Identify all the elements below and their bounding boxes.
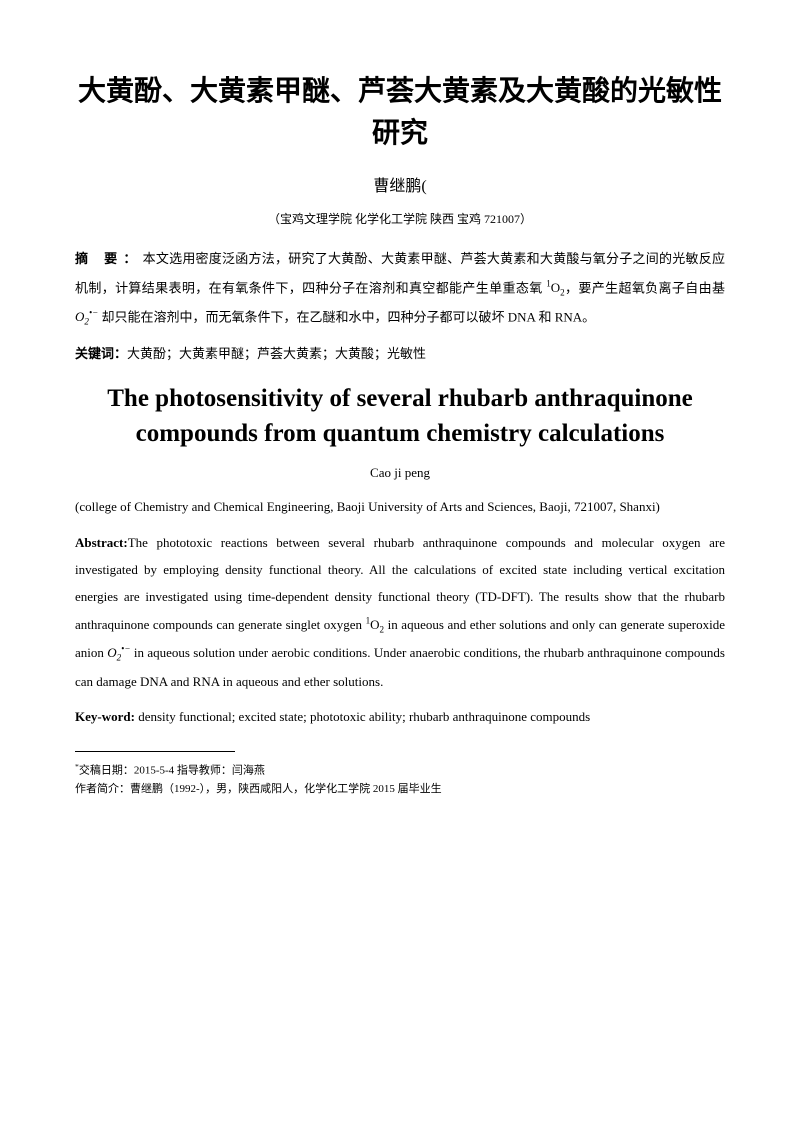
author-english: Cao ji peng: [75, 465, 725, 481]
affiliation-chinese: （宝鸡文理学院 化学化工学院 陕西 宝鸡 721007）: [75, 210, 725, 227]
title-chinese: 大黄酚、大黄素甲醚、芦荟大黄素及大黄酸的光敏性研究: [75, 70, 725, 154]
abstract-text-en-3: in aqueous solution under aerobic condit…: [75, 645, 725, 689]
keywords-chinese: 关键词：大黄酚；大黄素甲醚；芦荟大黄素；大黄酸；光敏性: [75, 341, 725, 367]
footnote-text-1: 交稿日期：2015-5-4 指导教师：闫海燕: [79, 764, 265, 776]
singlet-oxygen-cn: 1O2: [546, 280, 564, 295]
keywords-label-cn: 关键词：: [75, 346, 127, 361]
superoxide-en: O2•−: [107, 645, 130, 660]
keywords-text-en: density functional; excited state; photo…: [135, 709, 590, 724]
keywords-english: Key-word: density functional; excited st…: [75, 703, 725, 730]
keywords-label-en: Key-word:: [75, 709, 135, 724]
footnote-divider: [75, 751, 235, 752]
footnote-line-2: 作者简介：曹继鹏（1992-），男，陕西咸阳人，化学化工学院 2015 届毕业生: [75, 780, 725, 799]
author-name-cn: 曹继鹏: [373, 178, 421, 195]
author-chinese: 曹继鹏(: [75, 172, 725, 196]
footnote: *交稿日期：2015-5-4 指导教师：闫海燕 作者简介：曹继鹏（1992-），…: [75, 760, 725, 799]
keywords-text-cn: 大黄酚；大黄素甲醚；芦荟大黄素；大黄酸；光敏性: [127, 346, 426, 361]
author-marker-cn: (: [421, 178, 426, 195]
superoxide-cn: O2•−: [75, 309, 98, 324]
footnote-line-1: *交稿日期：2015-5-4 指导教师：闫海燕: [75, 760, 725, 780]
abstract-label-cn: 摘 要：: [75, 251, 143, 266]
abstract-text-cn-2: ，要产生超氧负离子自由基: [565, 280, 725, 295]
abstract-label-en: Abstract:: [75, 535, 128, 550]
abstract-english: Abstract:The phototoxic reactions betwee…: [75, 529, 725, 696]
abstract-text-cn-3: 却只能在溶剂中，而无氧条件下，在乙醚和水中，四种分子都可以破坏 DNA 和 RN…: [98, 309, 595, 324]
affiliation-english: (college of Chemistry and Chemical Engin…: [75, 493, 725, 520]
singlet-oxygen-en: 1O2: [366, 617, 384, 632]
title-english: The photosensitivity of several rhubarb …: [75, 381, 725, 451]
abstract-chinese: 摘 要：本文选用密度泛函方法，研究了大黄酚、大黄素甲醚、芦荟大黄素和大黄酸与氧分…: [75, 245, 725, 331]
